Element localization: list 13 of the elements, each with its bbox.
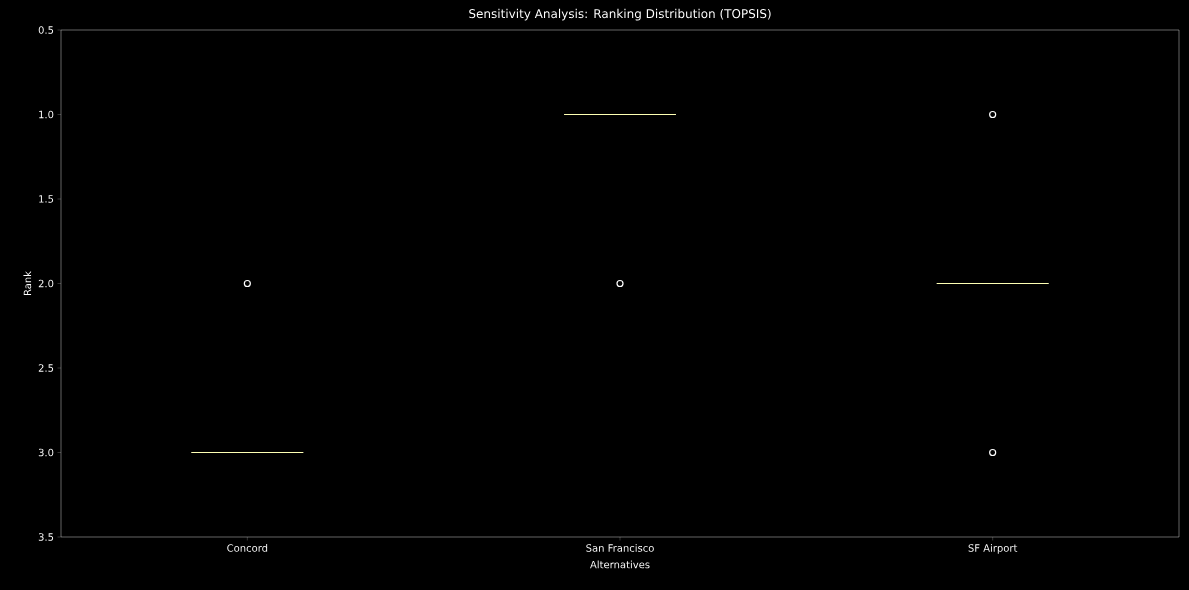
x-tick-label: SF Airport xyxy=(968,544,1018,554)
y-tick-label: 2.0 xyxy=(38,279,54,288)
y-tick-label: 3.0 xyxy=(38,448,54,457)
x-tick-label: San Francisco xyxy=(586,544,654,552)
y-tick-label: 0.5 xyxy=(38,26,54,34)
y-tick-label: 3.5 xyxy=(38,533,54,541)
y-tick-label: 1.0 xyxy=(39,110,54,119)
chart-title: Sensitivity Analysis: Ranking Distribution (TOPSIS) xyxy=(469,8,771,21)
y-tick-label: 1.5 xyxy=(39,195,54,203)
x-axis-title: Alternatives xyxy=(590,560,650,569)
y-axis-title: Rank xyxy=(23,271,32,296)
x-tick-label: Concord xyxy=(227,544,268,552)
y-tick-label: 2.5 xyxy=(38,364,54,372)
